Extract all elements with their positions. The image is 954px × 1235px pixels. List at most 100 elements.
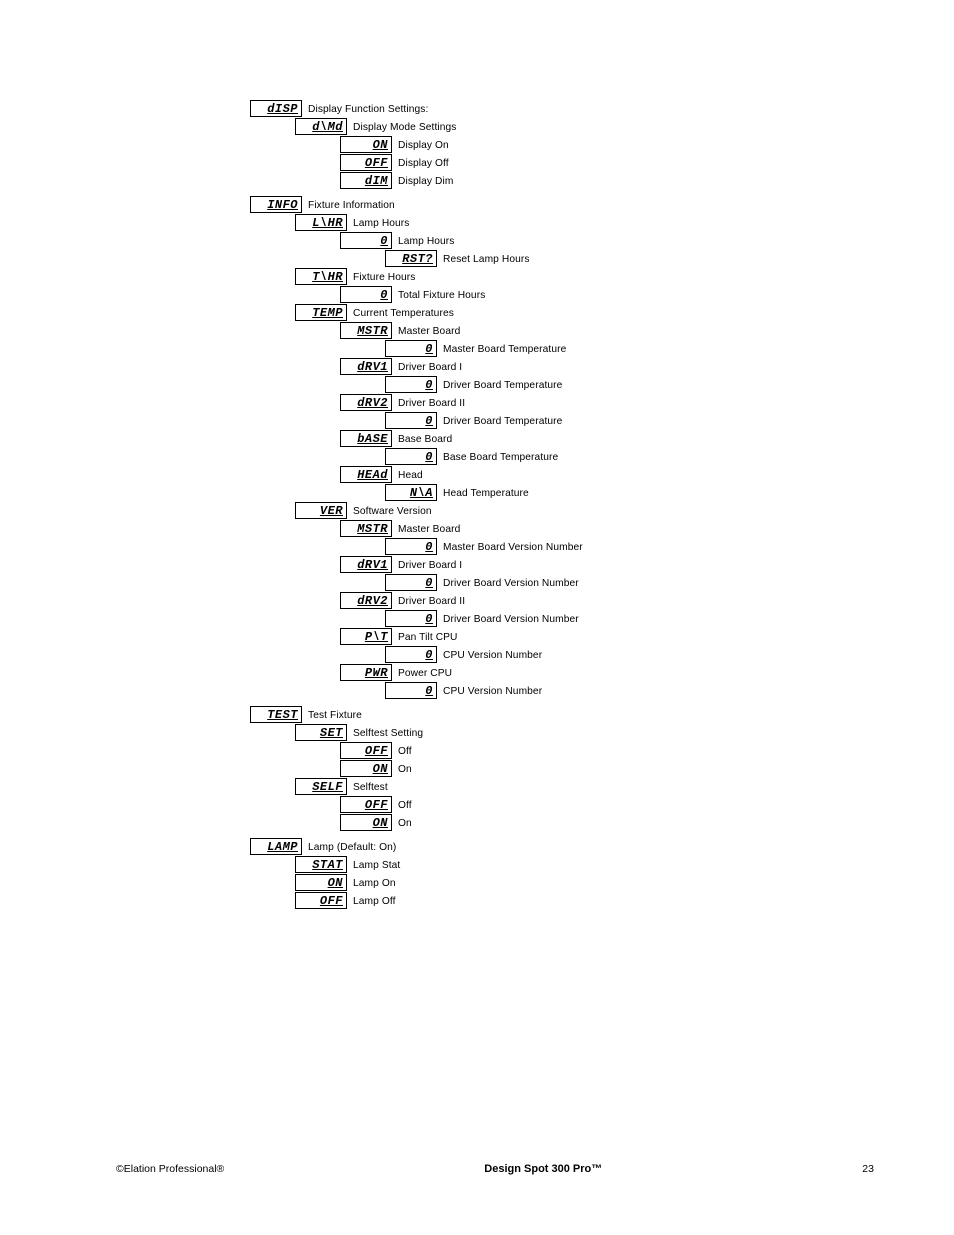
lcd-cell: INFO <box>250 196 302 213</box>
lcd-cell: dISP <box>250 100 302 117</box>
menu-row: OFF Display Off <box>340 154 583 172</box>
lcd-cell: T\HR <box>295 268 347 285</box>
lcd-cell: N\A <box>385 484 437 501</box>
lcd-cell: d\Md <box>295 118 347 135</box>
menu-row: 0 Master Board Version Number <box>385 538 583 556</box>
menu-row: OFF Lamp Off <box>295 892 583 910</box>
lcd-cell: OFF <box>340 742 392 759</box>
menu-row: RST? Reset Lamp Hours <box>385 250 583 268</box>
model-name: Design Spot 300 Pro™ <box>484 1163 602 1175</box>
menu-row: P\TPan Tilt CPU <box>340 628 583 646</box>
row-description: Master Board Version Number <box>443 542 583 553</box>
lcd-cell: OFF <box>295 892 347 909</box>
lcd-cell: 0 <box>340 232 392 249</box>
lcd-cell: ON <box>340 760 392 777</box>
menu-row: d\Md Display Mode Settings <box>295 118 583 136</box>
row-description: Display Dim <box>398 176 453 187</box>
lcd-cell: dRV1 <box>340 556 392 573</box>
lcd-cell: MSTR <box>340 520 392 537</box>
row-description: Lamp Stat <box>353 860 400 871</box>
lcd-cell: dIM <box>340 172 392 189</box>
lcd-cell: HEAd <box>340 466 392 483</box>
menu-row: bASE Base Board <box>340 430 583 448</box>
lcd-cell: RST? <box>385 250 437 267</box>
menu-row: dRV2Driver Board II <box>340 592 583 610</box>
menu-row: OFFOff <box>340 796 583 814</box>
row-description: Master Board Temperature <box>443 344 566 355</box>
row-description: Test Fixture <box>308 710 362 721</box>
lcd-cell: MSTR <box>340 322 392 339</box>
page-footer: ©Elation Professional® Design Spot 300 P… <box>116 1163 874 1175</box>
row-description: Power CPU <box>398 668 452 679</box>
lcd-cell: 0 <box>385 538 437 555</box>
row-description: Lamp On <box>353 878 396 889</box>
menu-row: SET Selftest Setting <box>295 724 583 742</box>
lcd-cell: bASE <box>340 430 392 447</box>
row-description: Display Off <box>398 158 449 169</box>
row-description: Display Function Settings: <box>308 104 428 115</box>
row-description: On <box>398 818 412 829</box>
menu-row: 0Driver Board Version Number <box>385 574 583 592</box>
lcd-cell: ON <box>295 874 347 891</box>
lcd-cell: 0 <box>340 286 392 303</box>
lcd-cell: ON <box>340 136 392 153</box>
lcd-cell: SELF <box>295 778 347 795</box>
menu-row: VER Software Version <box>295 502 583 520</box>
row-description: Lamp Off <box>353 896 396 907</box>
menu-row: 0 Master Board Temperature <box>385 340 583 358</box>
lcd-cell: TEMP <box>295 304 347 321</box>
lcd-cell: 0 <box>385 412 437 429</box>
menu-row: 0CPU Version Number <box>385 646 583 664</box>
row-description: Driver Board Version Number <box>443 614 579 625</box>
menu-row: 0Driver Board Temperature <box>385 412 583 430</box>
row-description: Lamp Hours <box>398 236 455 247</box>
row-description: Display Mode Settings <box>353 122 456 133</box>
lcd-cell: 0 <box>385 682 437 699</box>
row-description: On <box>398 764 412 775</box>
menu-row: TEST Test Fixture <box>250 706 583 724</box>
lcd-cell: TEST <box>250 706 302 723</box>
menu-row: INFO Fixture Information <box>250 196 583 214</box>
row-description: Driver Board I <box>398 560 462 571</box>
row-description: Fixture Hours <box>353 272 415 283</box>
menu-row: 0 Lamp Hours <box>340 232 583 250</box>
row-description: Base Board <box>398 434 452 445</box>
lcd-cell: STAT <box>295 856 347 873</box>
lcd-cell: SET <box>295 724 347 741</box>
row-description: Off <box>398 746 412 757</box>
lcd-cell: P\T <box>340 628 392 645</box>
row-description: Current Temperatures <box>353 308 454 319</box>
row-description: Lamp Hours <box>353 218 410 229</box>
row-description: Driver Board Version Number <box>443 578 579 589</box>
row-description: Selftest Setting <box>353 728 423 739</box>
lcd-cell: 0 <box>385 646 437 663</box>
menu-row: dRV1Driver Board I <box>340 358 583 376</box>
menu-row: PWRPower CPU <box>340 664 583 682</box>
lcd-cell: OFF <box>340 796 392 813</box>
menu-row: LAMP Lamp (Default: On) <box>250 838 583 856</box>
menu-row: HEAd Head <box>340 466 583 484</box>
menu-row: MSTRMaster Board <box>340 520 583 538</box>
row-description: Head <box>398 470 423 481</box>
row-description: Head Temperature <box>443 488 529 499</box>
lcd-cell: OFF <box>340 154 392 171</box>
lcd-cell: 0 <box>385 610 437 627</box>
lcd-cell: 0 <box>385 340 437 357</box>
menu-row: TEMP Current Temperatures <box>295 304 583 322</box>
lcd-cell: ON <box>340 814 392 831</box>
page: dISP Display Function Settings: d\Md Displa… <box>0 0 954 1235</box>
row-description: Driver Board I <box>398 362 462 373</box>
menu-row: 0 Driver Board Version Number <box>385 610 583 628</box>
row-description: Software Version <box>353 506 432 517</box>
row-description: Lamp (Default: On) <box>308 842 396 853</box>
lcd-cell: VER <box>295 502 347 519</box>
row-description: Reset Lamp Hours <box>443 254 530 265</box>
row-description: Master Board <box>398 326 460 337</box>
menu-row: 0Base Board Temperature <box>385 448 583 466</box>
lcd-cell: LAMP <box>250 838 302 855</box>
row-description: Fixture Information <box>308 200 395 211</box>
menu-row: dRV1 Driver Board I <box>340 556 583 574</box>
menu-row: L\HRLamp Hours <box>295 214 583 232</box>
row-description: Base Board Temperature <box>443 452 558 463</box>
row-description: Selftest <box>353 782 388 793</box>
